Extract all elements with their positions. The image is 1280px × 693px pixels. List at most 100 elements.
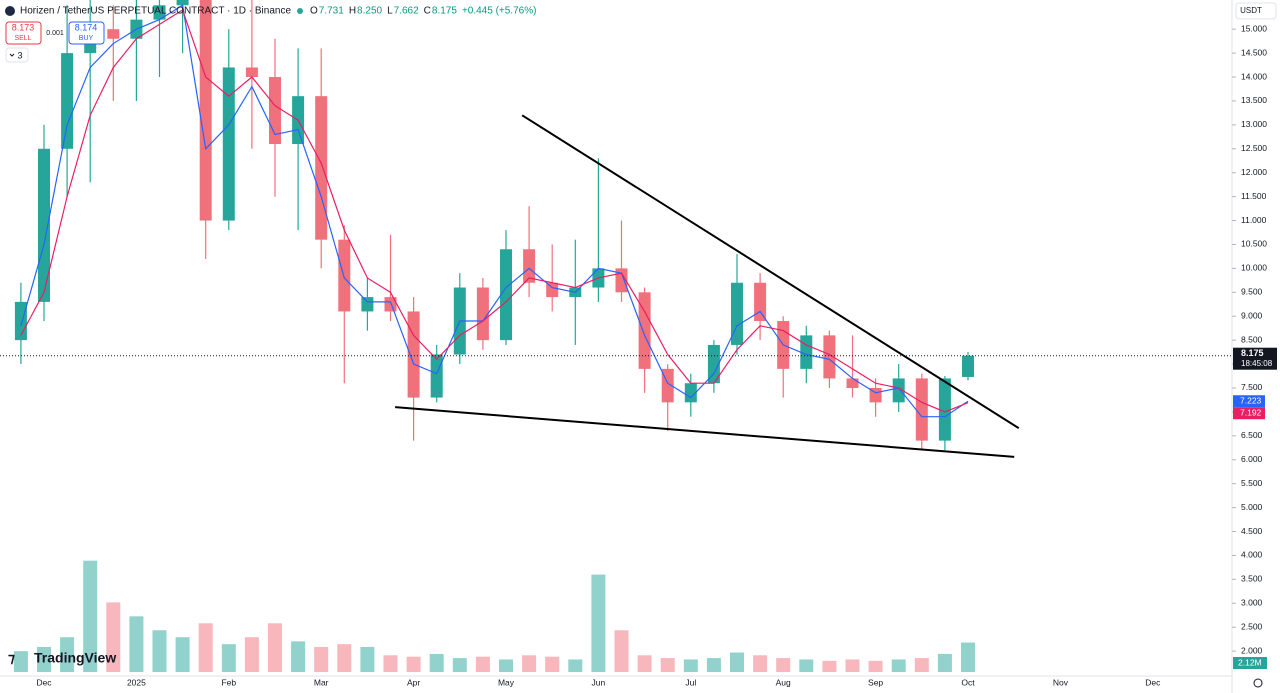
y-tick-label: 14.000 [1241,71,1267,81]
ohlc-value: 8.175 [432,6,457,17]
volume-bar [845,659,860,672]
candle-body [638,292,651,369]
spread: 0.001 [46,30,64,37]
x-tick-label: Aug [776,677,791,687]
ohlc-key: O [310,6,318,17]
sell-label: SELL [14,35,31,42]
buy-label: BUY [79,35,94,42]
candle-body [846,378,859,388]
candle-body [476,287,489,341]
volume-bar [406,656,421,672]
y-tick-label: 12.000 [1241,167,1267,177]
candle-body [523,249,536,283]
volume-bar [683,659,698,672]
volume-bar [753,655,768,672]
volume-bar [106,602,121,672]
volume-bar [175,637,190,672]
ma-tag-label: 7.192 [1240,407,1262,417]
volume-tag [1233,657,1267,669]
x-tick-label: Mar [314,677,329,687]
sell-button[interactable] [5,21,42,45]
ma-tag [1233,395,1265,408]
volume-bar [891,659,906,672]
candle-body [823,335,836,379]
ohlc-value: 8.250 [357,6,382,17]
candle-body [153,5,166,20]
volume-bar [129,616,144,672]
volume-bar [37,646,51,672]
volume-bar [60,637,75,672]
x-tick-label: May [498,677,515,687]
volume-bar [383,655,398,672]
volume-bar [730,652,744,672]
y-tick-label: 13.500 [1241,95,1267,105]
candle-body [199,0,212,221]
candle-body [546,282,559,298]
y-tick-label: 6.500 [1241,430,1263,440]
candle-body [731,282,743,345]
y-tick-label: 2.000 [1241,645,1263,655]
candle-body [684,383,697,403]
buy-button[interactable] [68,21,105,45]
candle-body [430,354,443,398]
y-tick-label: 9.500 [1241,287,1263,297]
settings-icon[interactable] [1253,678,1263,688]
volume-bar [429,653,444,672]
candle-body [61,53,74,149]
x-tick-label: Dec [1145,677,1161,687]
candle-body [245,67,258,78]
y-tick-label: 3.500 [1241,574,1263,584]
collapse-count: 3 [17,50,22,60]
sell-price: 8.173 [12,22,35,32]
ohlc-key: C [424,6,431,17]
y-tick-label: 8.500 [1241,334,1263,344]
y-tick-label: 4.500 [1241,526,1263,536]
volume-bar [475,656,490,672]
currency-button[interactable] [1235,2,1277,20]
candle-body [176,0,189,6]
y-tick-label: 11.000 [1241,215,1267,225]
volume-bar [545,656,560,672]
volume-bar [83,560,98,672]
symbol-title[interactable]: Horizen / TetherUS PERPETUAL CONTRACT · … [20,6,291,17]
y-tick-label: 15.000 [1241,23,1267,33]
volume-bar [452,658,467,672]
price-tag-label: 8.175 [1241,348,1264,358]
ma-tag-label: 7.223 [1240,395,1262,405]
candle-body [38,148,50,302]
symbol-icon [5,6,15,16]
volume-bar [961,642,975,672]
logo-mark: ⁊ [8,650,15,666]
trendline [521,114,1020,430]
y-tick-label: 4.000 [1241,550,1263,560]
y-tick-label: 9.000 [1241,310,1263,320]
volume-bar [152,630,167,672]
y-tick-label: 12.500 [1241,143,1267,153]
currency-label: USDT [1240,6,1262,15]
y-tick-label: 5.500 [1241,478,1263,488]
x-tick-label: Jul [685,677,696,687]
volume-bar [822,660,837,672]
x-tick-label: Feb [221,677,236,687]
volume-bar [914,658,929,672]
collapse-button[interactable] [5,47,29,63]
y-tick-label: 10.000 [1241,263,1267,273]
volume-tag-label: 2.12M [1238,657,1262,667]
volume-bar [244,637,259,672]
y-tick-label: 2.500 [1241,621,1263,631]
x-tick-label: Sep [868,677,883,687]
volume-bar [637,655,652,672]
buy-price: 8.174 [75,22,98,32]
candle-body [915,378,928,441]
y-tick-label: 14.500 [1241,47,1267,57]
plot-area [0,0,1232,672]
volume-bar [591,574,606,672]
x-tick-label: Jun [592,677,606,687]
x-tick-label: Oct [961,677,975,687]
volume-bar [568,659,583,672]
candle-body [107,29,120,39]
volume-bar [776,658,791,672]
volume-bar [314,646,329,672]
trendline [395,406,1015,458]
